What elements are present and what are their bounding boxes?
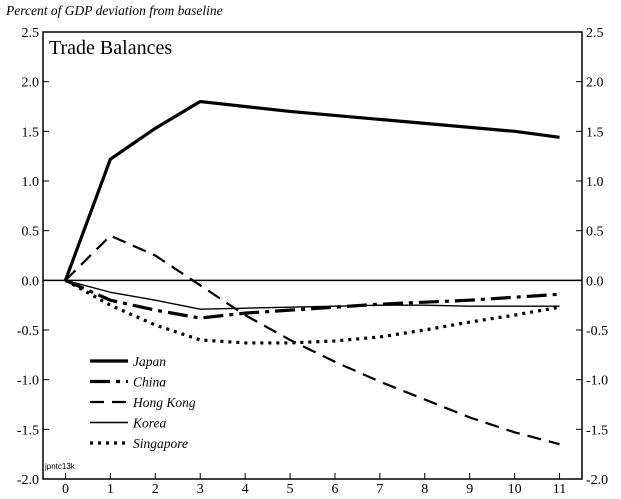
y-tick-label-left: 1.0: [22, 175, 40, 190]
chart-footnote: jpntc13k: [44, 462, 76, 471]
x-tick-label: 7: [376, 482, 383, 494]
series-line-korea: [65, 279, 560, 310]
series-line-japan: [63, 99, 560, 281]
legend-label-japan: Japan: [133, 354, 166, 369]
y-tick-label-left: 2.0: [22, 76, 40, 91]
y-tick-label-left: 2.5: [22, 26, 40, 41]
legend-label-china: China: [133, 375, 166, 390]
y-tick-label-right: 0.5: [586, 225, 604, 240]
series-line-hong-kong: [64, 234, 560, 446]
x-tick-label: 1: [107, 482, 114, 494]
y-tick-label-right: -0.5: [586, 324, 608, 339]
x-tick-label: 6: [331, 482, 338, 494]
x-tick-label: 5: [287, 482, 294, 494]
y-tick-label-left: -0.5: [17, 324, 39, 339]
x-tick-label: 3: [197, 482, 204, 494]
x-tick-label: 10: [508, 482, 522, 494]
y-tick-label-right: 1.5: [586, 125, 604, 140]
y-tick-label-right: 2.0: [586, 76, 604, 91]
y-tick-label-left: -1.0: [17, 374, 39, 389]
legend-label-hong-kong: Hong Kong: [132, 395, 196, 410]
y-tick-label-left: 1.5: [22, 125, 40, 140]
y-tick-label-right: -1.5: [586, 423, 608, 438]
x-tick-label: 11: [553, 482, 566, 494]
x-tick-label: 4: [242, 482, 249, 494]
series-line-singapore: [64, 278, 560, 345]
x-tick-label: 9: [466, 482, 473, 494]
y-tick-label-left: 0.0: [22, 274, 40, 289]
y-tick-label-left: -2.0: [17, 473, 39, 488]
x-tick-label: 0: [62, 482, 69, 494]
legend-label-korea: Korea: [132, 416, 166, 431]
x-tick-label: 2: [152, 482, 159, 494]
series-line-china: [64, 278, 560, 320]
y-tick-label-right: -2.0: [586, 473, 608, 488]
y-tick-label-right: 0.0: [586, 274, 604, 289]
y-tick-label-left: 0.5: [22, 225, 40, 240]
plot-frame: [42, 31, 583, 480]
chart-title: Trade Balances: [49, 37, 172, 59]
y-tick-label-right: -1.0: [586, 374, 608, 389]
legend-label-singapore: Singapore: [133, 436, 188, 451]
y-tick-label-right: 1.0: [586, 175, 604, 190]
x-tick-label: 8: [421, 482, 428, 494]
y-tick-label-right: 2.5: [586, 26, 604, 41]
y-axis-label: Percent of GDP deviation from baseline: [6, 3, 223, 18]
y-tick-label-left: -1.5: [17, 423, 39, 438]
